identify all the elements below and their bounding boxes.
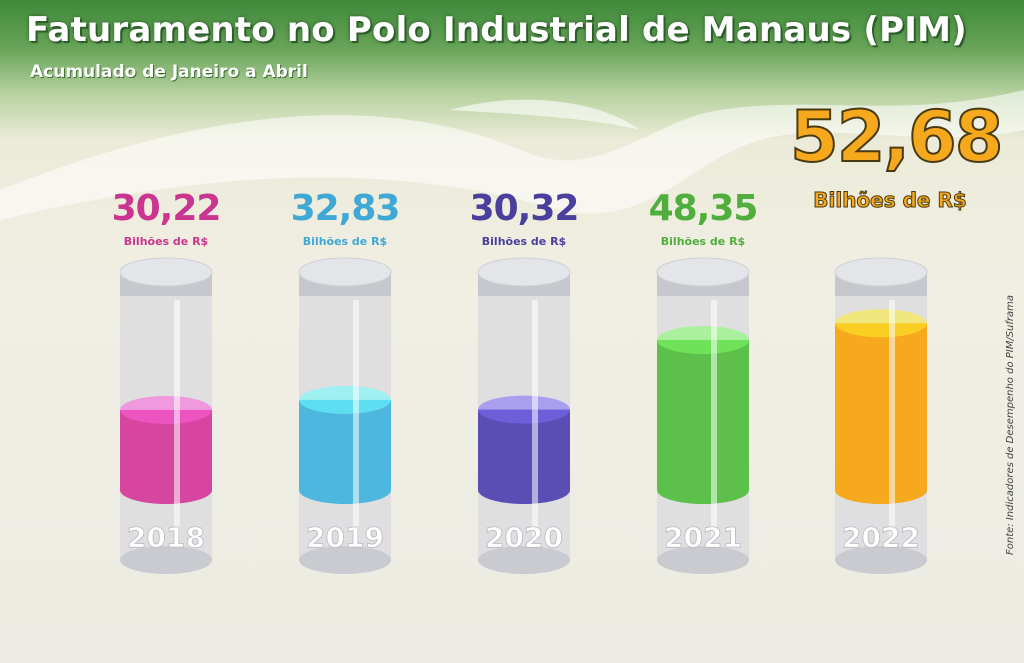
year-label: 2018: [127, 521, 205, 554]
cylinder-base: [835, 546, 927, 574]
value-label: 32,83: [290, 188, 401, 229]
bar-bottom: [835, 476, 927, 504]
bar-top: [835, 309, 927, 338]
unit-label: Bilhões de R$: [660, 235, 746, 248]
chart-title: Faturamento no Polo Industrial de Manaus…: [26, 10, 967, 50]
year-label: 2021: [664, 521, 742, 554]
year-label: 2019: [306, 521, 384, 554]
bar-2021: [657, 339, 749, 490]
cylinder-cap: [119, 257, 213, 287]
source-note: Fonte: Indicadores de Desempenho do PIM/…: [1005, 294, 1016, 555]
cylinder-base: [657, 546, 749, 574]
bar-bottom: [120, 476, 212, 504]
unit-label: Bilhões de R$: [123, 235, 209, 248]
glass-highlight: [532, 300, 538, 540]
value-label: 30,22: [111, 188, 222, 229]
highlight-value: 52,68: [789, 95, 1004, 179]
bar-bottom: [478, 476, 570, 504]
bar-2019: [299, 399, 391, 490]
cylinder-base: [478, 546, 570, 574]
chart-subtitle: Acumulado de Janeiro a Abril: [30, 62, 308, 82]
value-label: 30,32: [469, 188, 580, 229]
bar-top: [657, 325, 749, 354]
cylinder-cap: [834, 257, 928, 287]
bar-top: [299, 385, 391, 414]
bar-top: [478, 395, 570, 424]
glass-highlight: [353, 300, 359, 540]
background-swoosh: [0, 90, 1024, 220]
cylinder-base: [299, 546, 391, 574]
unit-label: Bilhões de R$: [302, 235, 388, 248]
year-label: 2020: [485, 521, 563, 554]
bar-bottom: [299, 476, 391, 504]
glass-highlight: [711, 300, 717, 540]
glass-highlight: [174, 300, 180, 540]
cylinder-cap: [298, 257, 392, 287]
cylinder-cap: [656, 257, 750, 287]
year-label: 2022: [842, 521, 920, 554]
unit-label: Bilhões de R$: [481, 235, 567, 248]
cylinder-base: [120, 546, 212, 574]
bar-2022: [835, 323, 927, 490]
glass-highlight: [889, 300, 895, 540]
bar-top: [120, 395, 212, 424]
value-label: 48,35: [648, 188, 759, 229]
highlight-unit: Bilhões de R$: [813, 188, 968, 213]
cylinder-cap: [477, 257, 571, 287]
bar-bottom: [657, 476, 749, 504]
